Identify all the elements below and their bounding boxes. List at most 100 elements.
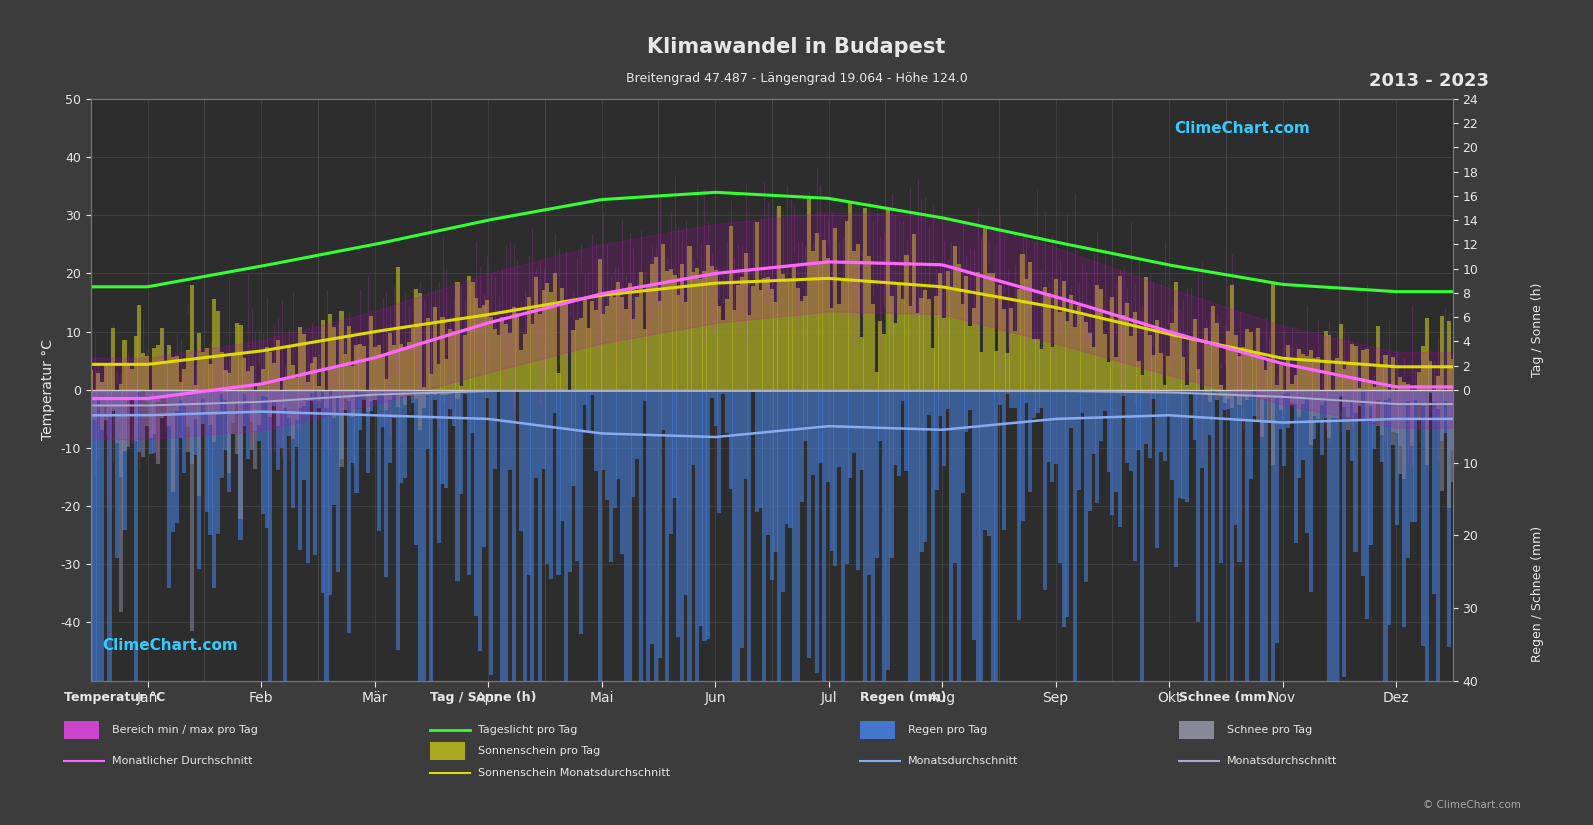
Bar bbox=[703, 390, 707, 641]
Bar bbox=[1047, 390, 1051, 462]
Bar bbox=[1282, 390, 1287, 466]
Bar bbox=[519, 390, 523, 531]
Bar bbox=[159, 328, 164, 390]
Bar bbox=[1024, 279, 1029, 390]
Bar bbox=[1282, 390, 1287, 394]
Bar bbox=[1368, 381, 1373, 390]
Bar bbox=[1297, 349, 1301, 390]
Bar bbox=[314, 390, 317, 391]
Bar bbox=[478, 308, 483, 390]
Bar bbox=[900, 390, 905, 401]
Bar bbox=[1144, 276, 1149, 390]
Bar bbox=[406, 390, 411, 396]
Bar bbox=[983, 227, 988, 390]
Bar bbox=[107, 365, 112, 390]
Bar bbox=[1418, 372, 1421, 390]
Bar bbox=[89, 370, 92, 390]
Bar bbox=[534, 390, 538, 478]
Bar bbox=[366, 390, 370, 412]
Bar bbox=[1394, 390, 1399, 433]
Bar bbox=[983, 390, 988, 530]
Bar bbox=[530, 390, 534, 817]
Bar bbox=[691, 390, 695, 465]
Bar bbox=[616, 390, 620, 479]
Bar bbox=[429, 390, 433, 757]
Bar bbox=[433, 308, 436, 390]
Bar bbox=[1188, 340, 1193, 390]
Bar bbox=[683, 390, 688, 596]
Bar bbox=[1013, 390, 1016, 408]
Bar bbox=[1177, 390, 1182, 498]
Bar bbox=[894, 323, 897, 390]
Bar bbox=[314, 390, 317, 554]
Bar bbox=[1182, 390, 1185, 499]
Bar bbox=[688, 390, 691, 803]
Bar bbox=[1155, 320, 1160, 390]
Bar bbox=[272, 363, 276, 390]
Bar bbox=[1114, 390, 1118, 492]
Bar bbox=[444, 390, 448, 488]
Bar bbox=[575, 390, 580, 561]
Bar bbox=[448, 390, 452, 394]
Bar bbox=[406, 342, 411, 390]
Bar bbox=[1399, 390, 1402, 446]
Bar bbox=[264, 390, 269, 528]
Bar bbox=[1402, 382, 1407, 390]
Bar bbox=[1110, 390, 1115, 516]
Bar bbox=[980, 352, 983, 390]
Bar bbox=[1069, 295, 1074, 390]
Bar bbox=[583, 390, 586, 405]
Bar bbox=[425, 318, 430, 390]
Bar bbox=[911, 390, 916, 730]
Bar bbox=[231, 390, 236, 434]
Bar bbox=[1196, 390, 1201, 622]
Bar bbox=[131, 390, 134, 398]
Bar bbox=[961, 390, 965, 493]
Bar bbox=[717, 306, 722, 390]
Bar bbox=[164, 390, 167, 414]
Bar bbox=[594, 309, 597, 390]
Bar bbox=[261, 369, 264, 390]
Bar bbox=[680, 390, 683, 738]
Bar bbox=[411, 390, 414, 403]
Bar bbox=[1230, 285, 1235, 390]
Bar bbox=[1193, 390, 1196, 441]
Bar bbox=[642, 328, 647, 390]
Bar bbox=[758, 390, 763, 507]
Bar bbox=[908, 390, 913, 681]
Bar bbox=[538, 314, 542, 390]
Text: Monatsdurchschnitt: Monatsdurchschnitt bbox=[908, 757, 1018, 766]
Bar bbox=[972, 390, 977, 640]
Bar bbox=[1316, 390, 1321, 421]
Bar bbox=[178, 390, 183, 400]
Bar bbox=[819, 390, 822, 463]
Bar bbox=[1114, 357, 1118, 390]
Bar bbox=[350, 366, 355, 390]
Bar bbox=[561, 390, 564, 521]
Bar bbox=[245, 370, 250, 390]
Bar bbox=[217, 390, 220, 534]
Bar bbox=[1349, 344, 1354, 390]
Bar bbox=[115, 390, 119, 443]
Bar bbox=[1072, 328, 1077, 390]
Bar bbox=[292, 365, 295, 390]
Bar bbox=[212, 390, 217, 588]
Bar bbox=[119, 390, 123, 612]
Bar bbox=[164, 361, 167, 390]
Bar bbox=[1024, 390, 1029, 403]
Bar bbox=[841, 390, 844, 781]
Bar bbox=[358, 390, 362, 393]
Bar bbox=[1207, 390, 1212, 435]
Bar bbox=[1246, 390, 1249, 761]
Bar bbox=[422, 387, 425, 390]
Bar bbox=[1410, 390, 1413, 446]
Bar bbox=[193, 390, 198, 455]
Bar bbox=[145, 356, 150, 390]
Bar bbox=[433, 390, 436, 394]
Bar bbox=[803, 390, 808, 441]
Bar bbox=[1435, 376, 1440, 390]
Bar bbox=[1215, 390, 1219, 392]
Bar bbox=[1238, 356, 1241, 390]
Text: Regen / Schnee (mm): Regen / Schnee (mm) bbox=[1531, 526, 1544, 662]
Bar bbox=[119, 390, 123, 477]
